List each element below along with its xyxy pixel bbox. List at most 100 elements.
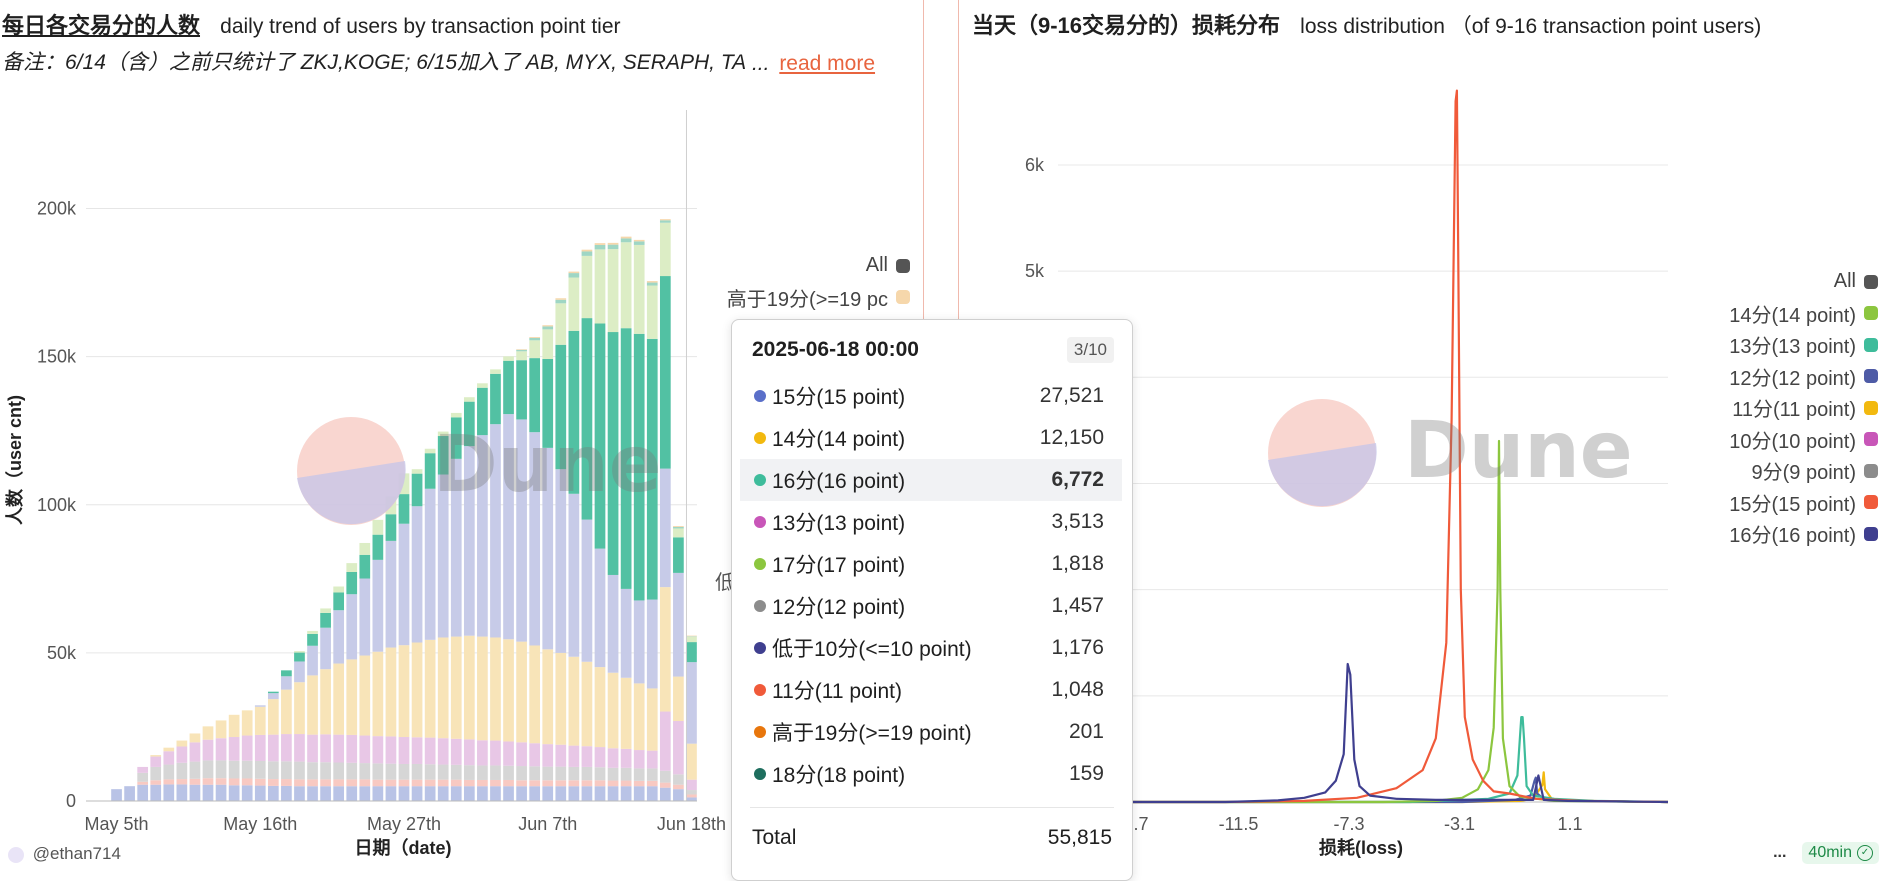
more-options-button[interactable]: ... [1773, 844, 1786, 862]
bar-segment[interactable] [190, 762, 201, 779]
bar-segment[interactable] [582, 662, 593, 746]
bar-segment[interactable] [647, 688, 658, 750]
bar-segment[interactable] [359, 579, 370, 656]
bar-segment[interactable] [582, 520, 593, 662]
bar-segment[interactable] [660, 788, 671, 801]
bar-segment[interactable] [542, 325, 553, 326]
bar-segment[interactable] [124, 786, 135, 801]
bar-segment[interactable] [386, 764, 397, 780]
bar-segment[interactable] [542, 329, 553, 359]
series-line[interactable] [1081, 778, 1668, 802]
bar-segment[interactable] [634, 750, 645, 768]
bar-segment[interactable] [386, 541, 397, 648]
bar-segment[interactable] [333, 587, 344, 593]
bar-segment[interactable] [163, 779, 174, 784]
bar-segment[interactable] [203, 785, 214, 801]
bar-segment[interactable] [634, 241, 645, 245]
bar-segment[interactable] [163, 765, 174, 780]
bar-segment[interactable] [569, 767, 580, 780]
bar-segment[interactable] [660, 220, 671, 222]
bar-segment[interactable] [333, 610, 344, 663]
bar-segment[interactable] [542, 649, 553, 744]
bar-segment[interactable] [359, 763, 370, 779]
series-line[interactable] [1081, 664, 1668, 802]
bar-segment[interactable] [660, 587, 671, 711]
bar-segment[interactable] [425, 489, 436, 640]
bar-segment[interactable] [555, 745, 566, 767]
bar-segment[interactable] [346, 572, 357, 594]
bar-segment[interactable] [569, 331, 580, 494]
bar-segment[interactable] [425, 764, 436, 779]
bar-segment[interactable] [412, 780, 423, 787]
bar-segment[interactable] [490, 637, 501, 740]
bar-segment[interactable] [294, 779, 305, 786]
bar-segment[interactable] [281, 690, 292, 734]
bar-segment[interactable] [216, 778, 227, 785]
bar-segment[interactable] [399, 764, 410, 780]
bar-segment[interactable] [177, 746, 188, 762]
bar-segment[interactable] [438, 765, 449, 780]
right-legend-item[interactable]: 14分(14 point) [1638, 298, 1878, 330]
bar-segment[interactable] [595, 323, 606, 548]
bar-segment[interactable] [216, 720, 227, 738]
bar-segment[interactable] [386, 648, 397, 737]
bar-segment[interactable] [268, 699, 279, 735]
bar-segment[interactable] [373, 560, 384, 652]
bar-segment[interactable] [346, 763, 357, 780]
bar-segment[interactable] [373, 520, 384, 535]
bar-segment[interactable] [555, 653, 566, 745]
bar-segment[interactable] [477, 786, 488, 801]
bar-segment[interactable] [216, 760, 227, 778]
bar-segment[interactable] [477, 383, 488, 387]
bar-segment[interactable] [320, 762, 331, 779]
bar-segment[interactable] [673, 573, 684, 677]
bar-segment[interactable] [516, 742, 527, 766]
right-legend-item[interactable]: 10分(10 point) [1638, 424, 1878, 456]
bar-segment[interactable] [451, 765, 462, 780]
bar-segment[interactable] [451, 739, 462, 765]
bar-segment[interactable] [569, 786, 580, 801]
bar-segment[interactable] [307, 735, 318, 763]
left-legend-item[interactable]: 高于19分(>=19 pc [700, 282, 910, 314]
bar-segment[interactable] [673, 774, 684, 784]
bar-segment[interactable] [582, 250, 593, 252]
bar-segment[interactable] [490, 765, 501, 780]
bar-segment[interactable] [516, 350, 527, 351]
bar-segment[interactable] [163, 748, 174, 752]
bar-segment[interactable] [529, 337, 540, 338]
bar-segment[interactable] [490, 741, 501, 766]
bar-segment[interactable] [190, 785, 201, 801]
bar-segment[interactable] [190, 779, 201, 785]
bar-segment[interactable] [490, 374, 501, 424]
bar-segment[interactable] [464, 780, 475, 786]
bar-segment[interactable] [647, 781, 658, 786]
bar-segment[interactable] [647, 786, 658, 801]
bar-segment[interactable] [621, 237, 632, 239]
bar-segment[interactable] [582, 251, 593, 255]
bar-segment[interactable] [555, 780, 566, 786]
bar-segment[interactable] [333, 762, 344, 779]
bar-segment[interactable] [542, 786, 553, 801]
bar-segment[interactable] [595, 786, 606, 801]
bar-segment[interactable] [516, 419, 527, 641]
bar-segment[interactable] [673, 789, 684, 801]
bar-segment[interactable] [569, 273, 580, 277]
bar-segment[interactable] [333, 592, 344, 610]
bar-segment[interactable] [647, 281, 658, 282]
bar-segment[interactable] [111, 789, 122, 801]
bar-segment[interactable] [373, 736, 384, 763]
bar-segment[interactable] [307, 675, 318, 734]
bar-segment[interactable] [307, 786, 318, 801]
bar-segment[interactable] [477, 388, 488, 435]
right-legend-item[interactable]: 13分(13 point) [1638, 329, 1878, 361]
bar-segment[interactable] [268, 735, 279, 762]
bar-segment[interactable] [203, 726, 214, 739]
bar-segment[interactable] [634, 245, 645, 334]
bar-segment[interactable] [686, 637, 697, 642]
bar-segment[interactable] [359, 786, 370, 801]
bar-segment[interactable] [569, 657, 580, 746]
bar-segment[interactable] [608, 575, 619, 673]
bar-segment[interactable] [555, 469, 566, 653]
bar-segment[interactable] [582, 746, 593, 767]
bar-segment[interactable] [542, 744, 553, 767]
